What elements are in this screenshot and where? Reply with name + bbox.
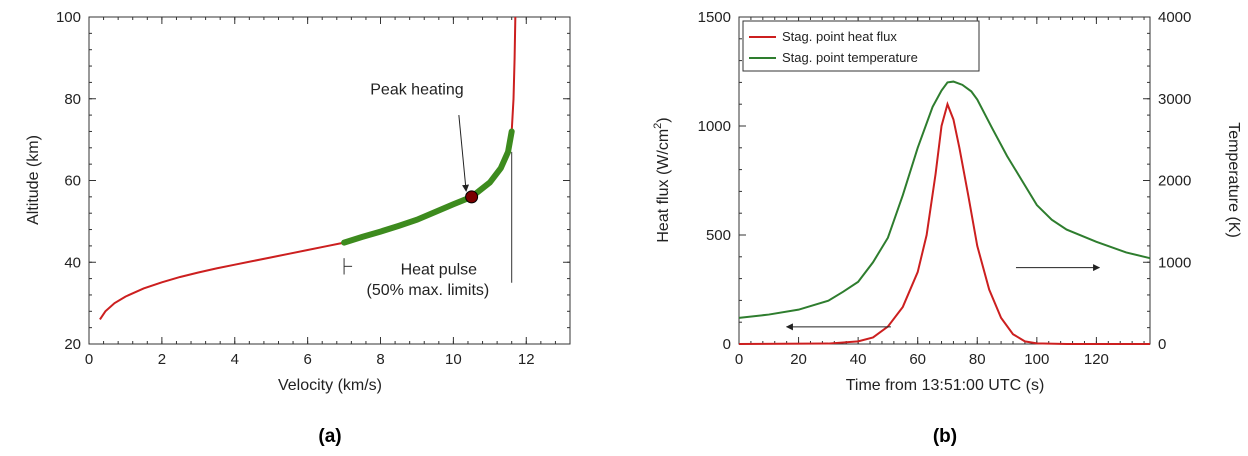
chart-b-legend-label-heat-flux: Stag. point heat flux [782, 29, 897, 44]
chart-a: 0 2 4 6 8 10 12 20 40 60 80 100 Peak heating Heat … [25, 9, 571, 447]
chart-a-x-tick-label: 10 [445, 351, 462, 368]
chart-b: 0 20 40 60 80 100 120 0 500 1000 1500 0 1000 2000 30… [652, 9, 1242, 447]
chart-b-legend: Stag. point heat flux Stag. point temper… [742, 20, 980, 72]
chart-a-plot-frame [88, 16, 571, 345]
chart-a-y-tick-label: 60 [64, 173, 81, 190]
chart-b-right-y-axis-label: Temperature (K) [1225, 122, 1242, 238]
chart-a-y-axis-label: Altitude (km) [25, 135, 42, 225]
chart-b-x-tick-label: 0 [735, 351, 743, 368]
chart-a-ticks [88, 16, 571, 345]
chart-a-heat-pulse-label: Heat pulse [401, 262, 478, 279]
chart-b-left-y-axis-label-close: ) [655, 117, 672, 122]
chart-b-x-tick-label: 120 [1084, 351, 1109, 368]
chart-b-y2-tick-label: 0 [1158, 336, 1166, 353]
chart-a-peak-heating-marker [465, 190, 479, 204]
chart-b-x-tick-label: 40 [850, 351, 867, 368]
chart-a-y-tick-label: 100 [56, 9, 81, 26]
chart-a-peak-arrow [458, 115, 470, 192]
chart-b-y-tick-label: 1000 [698, 118, 731, 135]
chart-b-series-temperature [738, 80, 1151, 319]
chart-a-x-tick-label: 8 [376, 351, 384, 368]
chart-a-y-tick-labels: 20 40 60 80 100 [56, 9, 81, 353]
chart-a-series-heat-pulse [341, 128, 515, 246]
chart-b-temperature-line [738, 80, 1151, 319]
chart-b-y-tick-label: 500 [706, 227, 731, 244]
chart-b-left-y-axis-label-text: Heat flux (W/cm [655, 129, 672, 243]
chart-b-y2-tick-label: 2000 [1158, 173, 1191, 190]
chart-a-heat-pulse-limits-label: (50% max. limits) [367, 282, 490, 299]
chart-b-x-tick-labels: 0 20 40 60 80 100 120 [735, 351, 1109, 368]
chart-a-x-tick-label: 6 [303, 351, 311, 368]
chart-a-heat-pulse-segment [341, 128, 515, 246]
chart-b-legend-box [742, 20, 980, 72]
chart-b-left-y-tick-labels: 0 500 1000 1500 [698, 9, 731, 353]
chart-b-x-tick-label: 80 [969, 351, 986, 368]
chart-a-x-tick-label: 0 [85, 351, 93, 368]
chart-a-panel-label: (a) [318, 426, 341, 447]
chart-b-x-axis-label: Time from 13:51:00 UTC (s) [846, 377, 1045, 394]
chart-a-y-tick-label: 40 [64, 254, 81, 271]
chart-b-x-tick-label: 20 [790, 351, 807, 368]
chart-b-y-tick-label: 0 [723, 336, 731, 353]
chart-b-left-y-axis-label-superscript: 2 [652, 123, 664, 129]
chart-a-x-tick-label: 4 [231, 351, 239, 368]
chart-b-legend-label-temperature: Stag. point temperature [782, 50, 918, 65]
chart-a-y-tick-label: 20 [64, 336, 81, 353]
chart-b-left-y-axis-label: Heat flux (W/cm2) [652, 117, 672, 242]
chart-b-y2-tick-label: 3000 [1158, 91, 1191, 108]
chart-a-x-axis-label: Velocity (km/s) [278, 377, 382, 394]
chart-b-y-tick-label: 1500 [698, 9, 731, 26]
chart-a-x-tick-label: 12 [518, 351, 535, 368]
chart-a-x-tick-label: 2 [158, 351, 166, 368]
chart-b-x-tick-label: 60 [909, 351, 926, 368]
chart-b-y2-tick-label: 4000 [1158, 9, 1191, 26]
chart-a-x-tick-labels: 0 2 4 6 8 10 12 [85, 351, 535, 368]
chart-b-heat-flux-line [738, 101, 1150, 345]
chart-b-panel-label: (b) [933, 426, 957, 447]
chart-b-right-y-tick-labels: 0 1000 2000 3000 4000 [1158, 9, 1191, 353]
chart-b-y2-tick-label: 1000 [1158, 254, 1191, 271]
chart-b-series-heat-flux [738, 101, 1150, 345]
chart-a-peak-heating-label: Peak heating [370, 82, 463, 99]
chart-a-y-tick-label: 80 [64, 91, 81, 108]
chart-b-x-tick-label: 100 [1024, 351, 1049, 368]
